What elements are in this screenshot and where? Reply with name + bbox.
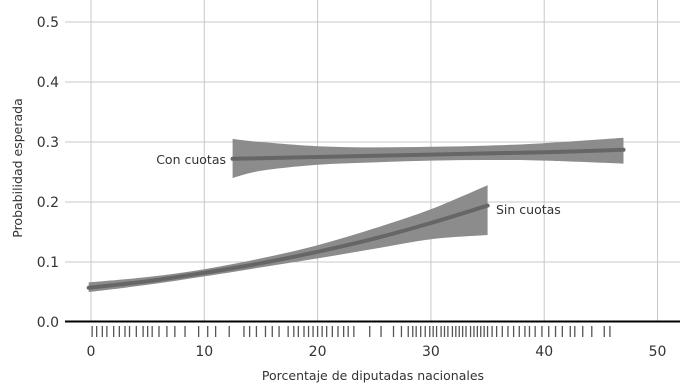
annotation-sin-cuotas: Sin cuotas [496, 202, 561, 217]
line-sin-cuotas [86, 203, 490, 290]
y-axis-label: Probabilidad esperada [10, 98, 25, 238]
y-tick-labels: 0.0 0.1 0.2 0.3 0.4 0.5 [37, 15, 59, 331]
confidence-bands [88, 137, 624, 292]
annotation-con-cuotas: Con cuotas [156, 152, 226, 167]
x-tick-labels: 0 10 20 30 40 50 [87, 344, 667, 360]
x-tick-label-3: 30 [422, 344, 440, 360]
line-con-cuotas [230, 147, 626, 161]
y-tick-label-5: 0.5 [37, 15, 59, 31]
x-tick-label-5: 50 [649, 344, 667, 360]
x-tick-label-1: 10 [195, 344, 213, 360]
x-tick-label-0: 0 [87, 344, 96, 360]
rug-marks [91, 326, 611, 337]
band-con-cuotas [232, 137, 624, 178]
y-tick-label-3: 0.3 [37, 135, 59, 151]
x-tick-label-4: 40 [535, 344, 553, 360]
y-tick-label-2: 0.2 [37, 195, 59, 211]
x-tick-label-2: 20 [309, 344, 327, 360]
y-tick-label-4: 0.4 [37, 75, 59, 91]
series-lines [86, 147, 626, 290]
band-sin-cuotas [88, 185, 488, 292]
x-axis-label: Porcentaje de diputadas nacionales [262, 368, 484, 383]
y-tick-label-0: 0.0 [37, 315, 59, 331]
y-tick-label-1: 0.1 [37, 255, 59, 271]
